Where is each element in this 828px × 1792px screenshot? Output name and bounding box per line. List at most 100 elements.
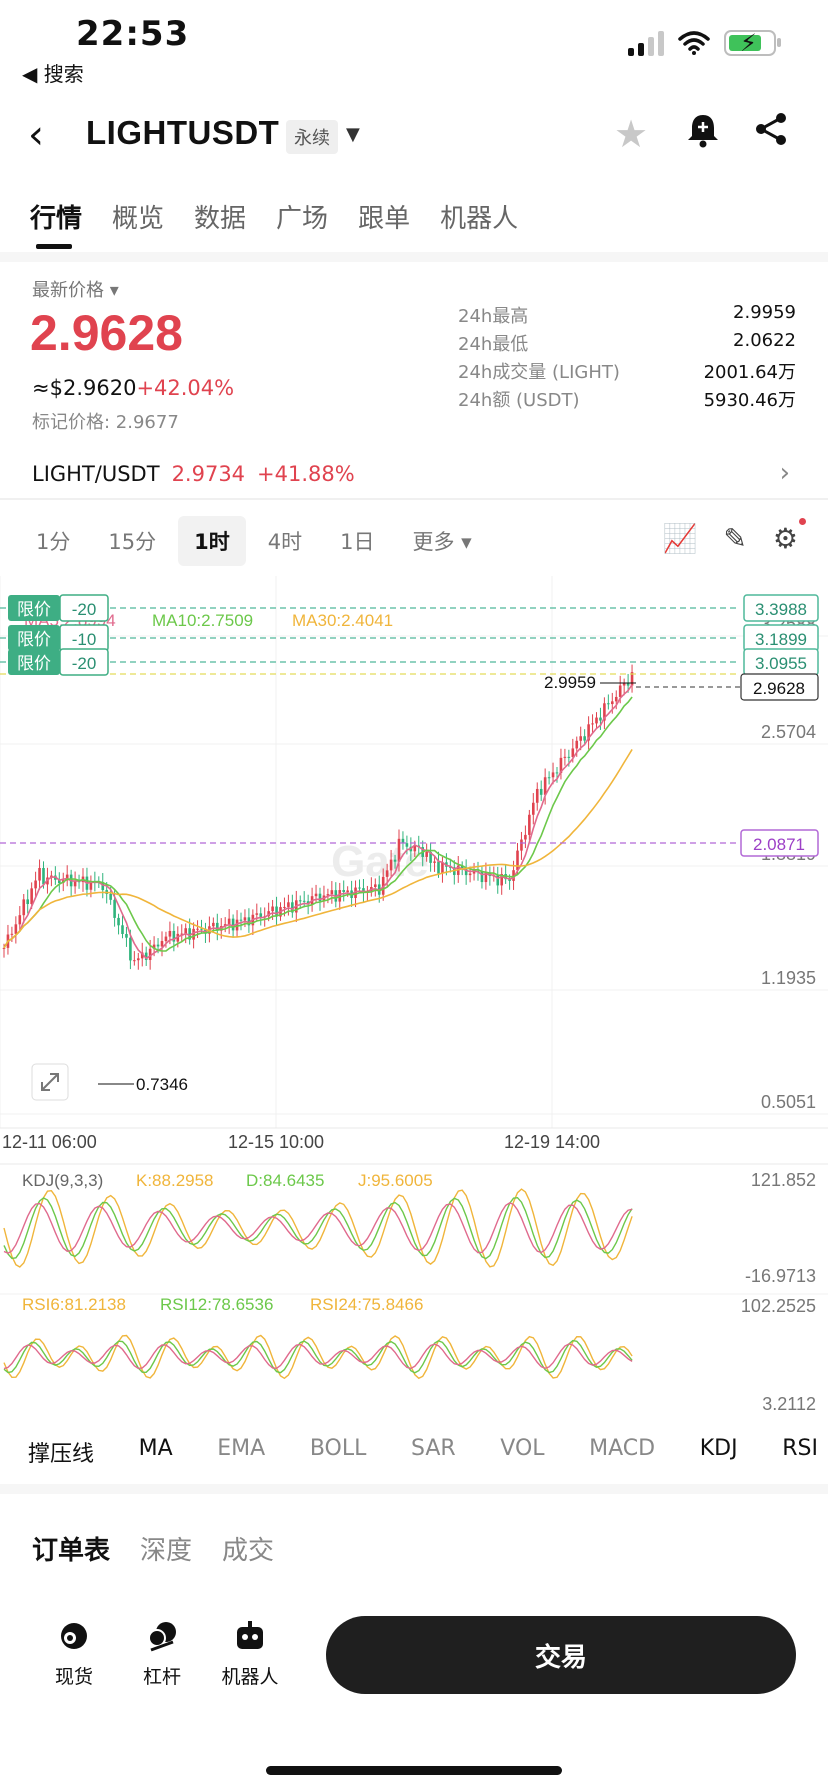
- candlestick-chart[interactable]: Gate 3.25882.57041.88191.19350.505112-11…: [0, 576, 828, 1416]
- candle-body: [354, 887, 357, 898]
- back-to-search-link[interactable]: ◀ 搜索: [22, 62, 84, 86]
- ind-ma[interactable]: MA: [138, 1436, 173, 1461]
- tab-trades[interactable]: 成交: [222, 1536, 275, 1566]
- perpetual-badge[interactable]: 永续: [286, 120, 338, 154]
- rsi6: RSI6:81.2138: [22, 1295, 126, 1314]
- candle-body: [508, 879, 511, 881]
- low-label: 0.7346: [136, 1075, 188, 1094]
- candle-body: [30, 888, 33, 905]
- tab-copy-trade[interactable]: 跟单: [358, 204, 411, 234]
- tf-1m[interactable]: 1分: [36, 530, 71, 554]
- candle-body: [618, 685, 622, 697]
- mark-price: 标记价格: 2.9677: [32, 412, 179, 433]
- candle-body: [89, 881, 93, 890]
- candle-body: [358, 887, 361, 889]
- y-tick-label: 2.5704: [761, 722, 816, 742]
- candle-body: [160, 941, 164, 947]
- spot-pair-row[interactable]: LIGHT/USDT 2.9734 +41.88%: [32, 462, 355, 486]
- ma5-line: [3, 684, 633, 960]
- tf-4h[interactable]: 4时: [267, 530, 303, 554]
- chevron-right-icon[interactable]: ›: [779, 458, 790, 488]
- tf-1h[interactable]: 1时: [178, 516, 246, 566]
- candle-body: [571, 748, 575, 757]
- favorite-star-icon[interactable]: ★: [614, 112, 649, 156]
- symbol-title[interactable]: LIGHTUSDT: [86, 114, 280, 151]
- tab-data[interactable]: 数据: [194, 204, 247, 234]
- trade-button[interactable]: 交易: [326, 1616, 796, 1694]
- tf-15m[interactable]: 15分: [108, 530, 157, 554]
- candle-body: [235, 919, 239, 931]
- limit-qty-label: -20: [72, 600, 97, 619]
- candle-body: [405, 843, 409, 847]
- ind-support-resistance[interactable]: 撑压线: [28, 1442, 95, 1467]
- candle-body: [567, 756, 571, 758]
- rsi24: RSI24:75.8466: [310, 1295, 423, 1314]
- status-icons: ⚡: [628, 29, 781, 57]
- nav-margin[interactable]: 杠杆: [122, 1620, 202, 1689]
- candle-body: [306, 901, 310, 905]
- candle-body: [472, 870, 476, 874]
- candle-body: [291, 902, 294, 913]
- candle-body: [212, 922, 215, 927]
- candle-body: [259, 913, 263, 918]
- last-price-label: 2.9628: [753, 679, 805, 698]
- price-alert-bell-icon[interactable]: [686, 112, 720, 157]
- nav-bot[interactable]: 机器人: [210, 1620, 290, 1689]
- mark-box: [740, 829, 819, 857]
- y-tick-label: 1.1935: [761, 968, 816, 988]
- chart-tools: 📈 ✎ ⚙: [662, 518, 806, 555]
- bottom-nav: 现货 杠杆 机器人: [0, 1612, 828, 1722]
- ind-sar[interactable]: SAR: [410, 1436, 456, 1461]
- share-icon[interactable]: [754, 112, 788, 150]
- ind-macd[interactable]: MACD: [589, 1436, 656, 1461]
- candle-body: [318, 893, 322, 902]
- limit-qty-label: -20: [72, 654, 97, 673]
- candle-body: [393, 859, 397, 862]
- spot-icon: [58, 1620, 90, 1662]
- ind-vol[interactable]: VOL: [500, 1436, 545, 1461]
- rsi-line: [3, 1343, 633, 1370]
- kdj-j: J:95.6005: [358, 1171, 433, 1190]
- candle-body: [109, 893, 112, 900]
- tab-depth[interactable]: 深度: [140, 1536, 193, 1566]
- candle-body: [140, 952, 144, 959]
- kdj-max: 121.852: [751, 1170, 816, 1190]
- caret-down-icon[interactable]: ▼: [346, 124, 360, 145]
- tab-order-book[interactable]: 订单表: [32, 1536, 111, 1566]
- candle-body: [216, 922, 219, 931]
- home-indicator[interactable]: [266, 1766, 562, 1775]
- draw-pen-icon[interactable]: ✎: [723, 522, 747, 555]
- price-box: [743, 594, 819, 622]
- indicator-bar: 撑压线 MA EMA BOLL SAR VOL MACD KDJ RSI: [28, 1436, 818, 1468]
- candle-body: [559, 757, 563, 774]
- ind-boll[interactable]: BOLL: [309, 1436, 367, 1461]
- candle-body: [397, 838, 401, 862]
- tab-square[interactable]: 广场: [276, 204, 329, 234]
- candle-body: [385, 870, 389, 877]
- candle-body: [374, 884, 377, 888]
- candle-body: [125, 933, 128, 938]
- indicator-icon[interactable]: 📈: [662, 522, 698, 555]
- candle-body: [512, 870, 515, 881]
- tab-overview[interactable]: 概览: [112, 204, 165, 234]
- candle-body: [231, 918, 235, 931]
- latest-price-label[interactable]: 最新价格 ▾: [32, 280, 119, 301]
- y-tick-label: 0.5051: [761, 1092, 816, 1112]
- ind-kdj[interactable]: KDJ: [699, 1436, 738, 1461]
- x-tick-label: 12-15 10:00: [228, 1132, 324, 1152]
- candle-body: [587, 724, 590, 741]
- candle-body: [275, 906, 278, 917]
- candle-body: [626, 683, 630, 686]
- candle-body: [65, 874, 69, 881]
- settings-gear-icon[interactable]: ⚙: [773, 518, 806, 555]
- tf-more[interactable]: 更多 ▾: [412, 530, 472, 554]
- ind-rsi[interactable]: RSI: [782, 1436, 818, 1461]
- limit-qty: [59, 648, 109, 676]
- back-icon[interactable]: ‹: [28, 112, 44, 158]
- tab-market[interactable]: 行情: [30, 198, 82, 249]
- ind-ema[interactable]: EMA: [217, 1436, 266, 1461]
- nav-spot[interactable]: 现货: [34, 1620, 114, 1689]
- tf-1d[interactable]: 1日: [340, 530, 375, 554]
- candle-body: [239, 919, 243, 921]
- tab-bot[interactable]: 机器人: [440, 204, 519, 234]
